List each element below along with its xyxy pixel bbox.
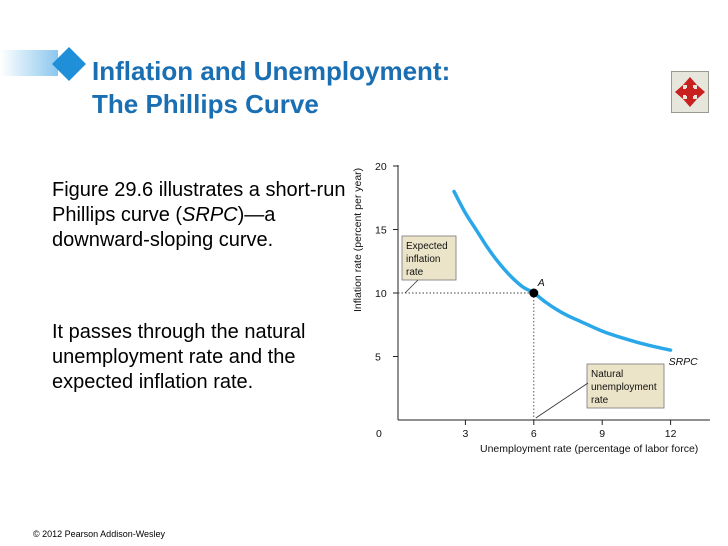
x-axis-label: Unemployment rate (percentage of labor f… (480, 443, 698, 455)
four-way-arrows-icon (675, 77, 705, 107)
title-line-2: The Phillips Curve (92, 89, 319, 119)
title-stripe (0, 50, 58, 76)
expected-line-2: inflation (406, 254, 440, 265)
y-tick-label: 15 (375, 225, 387, 237)
p1-text-srpc: SRPC (182, 204, 238, 226)
paragraph-figure-description: Figure 29.6 illustrates a short-run Phil… (52, 178, 352, 253)
natural-line-2: unemployment (591, 382, 657, 393)
srpc-curve (452, 189, 673, 352)
p1-text-a: Figure 29.6 illustrates a short-run Phil… (52, 179, 346, 226)
x-tick-label: 6 (531, 428, 537, 440)
expected-line-1: Expected (406, 241, 448, 252)
y-ticks: 5 10 15 20 (375, 161, 398, 364)
x-ticks: 0 3 6 9 12 (376, 420, 677, 440)
y-tick-label: 5 (375, 352, 381, 364)
paragraph-curve-passes: It passes through the natural unemployme… (52, 321, 306, 393)
page-title: Inflation and Unemployment: The Phillips… (92, 55, 450, 121)
natural-unemployment-box-bg (586, 363, 665, 409)
point-a-marker (529, 288, 539, 298)
stripe-graphic (0, 50, 58, 76)
natural-unemployment-label-box: Natural unemployment rate (535, 363, 665, 419)
natural-line-1: Natural (591, 369, 623, 380)
expected-leader-line (404, 279, 419, 294)
natural-leader-line (535, 382, 589, 419)
natural-line-3: rate (591, 395, 609, 406)
y-tick-label: 10 (375, 288, 387, 300)
expected-inflation-label-box: Expected inflation rate (401, 235, 457, 294)
expected-line-3: rate (406, 267, 424, 278)
point-a-label: A (537, 277, 545, 289)
y-axis-label: Inflation rate (percent per year) (352, 168, 364, 312)
title-line-1: Inflation and Unemployment: (92, 56, 451, 86)
navigation-button[interactable] (671, 71, 709, 113)
x-tick-label: 3 (462, 428, 468, 440)
x-tick-label: 9 (599, 428, 605, 440)
copyright-footer: © 2012 Pearson Addison-Wesley (33, 529, 166, 539)
srpc-label: SRPC (669, 356, 699, 368)
x-tick-label: 0 (376, 428, 382, 440)
y-tick-label: 20 (375, 161, 387, 173)
p1-text-b: )—a downward-sloping curve. (52, 204, 276, 251)
expected-inflation-box-bg (401, 235, 457, 281)
x-tick-label: 12 (665, 428, 677, 440)
guide-lines (398, 292, 535, 420)
